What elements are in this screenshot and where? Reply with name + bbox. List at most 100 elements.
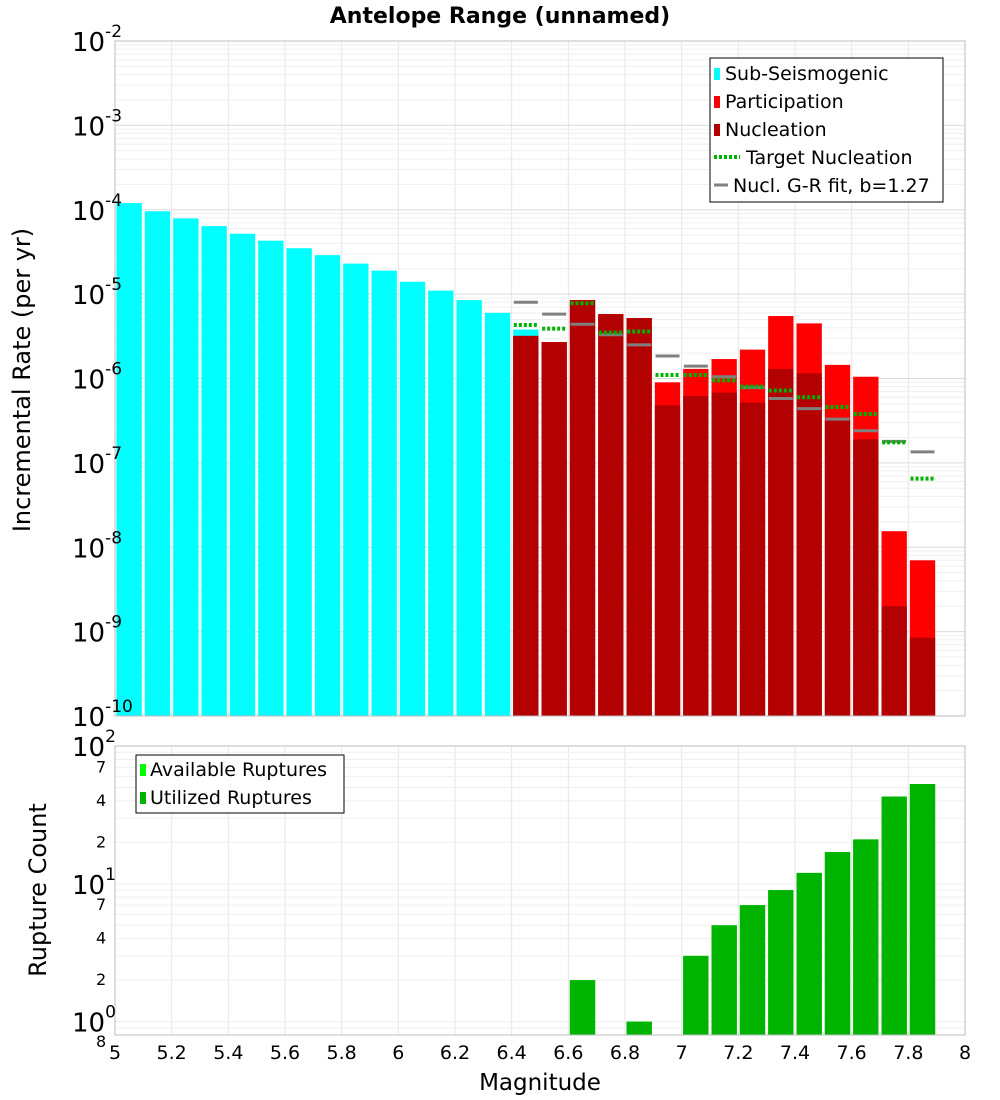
- rate-bar-nucleation: [824, 419, 851, 716]
- count-y-minor-tick-label: 7: [96, 757, 106, 776]
- rate-bar-sub-seismogenic: [144, 211, 171, 717]
- count-y-minor-tick-label: 4: [96, 791, 106, 810]
- rate-bar-nucleation: [569, 300, 596, 716]
- count-y-major-tick-label: 100: [72, 1003, 116, 1039]
- x-tick-label: 6.6: [553, 1042, 583, 1064]
- count-bar-utilized-ruptures: [881, 796, 907, 1035]
- count-bar-utilized-ruptures: [711, 925, 737, 1035]
- x-tick-label: 6.2: [440, 1042, 470, 1064]
- x-tick-label: 6.4: [497, 1042, 527, 1064]
- rate-bar-nucleation: [853, 439, 879, 716]
- rate-legend-box: [709, 57, 944, 203]
- count-bar-utilized-ruptures: [796, 872, 822, 1035]
- x-tick-label: 7.4: [780, 1042, 810, 1064]
- rate-legend: Sub-Seismogenic Participation Nucleation…: [709, 57, 944, 203]
- x-tick-label: 5.6: [270, 1042, 300, 1064]
- legend-swatch-nucleation: [714, 124, 720, 136]
- rate-y-tick-label: 10-3: [72, 106, 122, 142]
- rate-bar-sub-seismogenic: [399, 281, 426, 716]
- rate-y-axis-label: Incremental Rate (per yr): [8, 228, 36, 532]
- x-tick-label: 7.6: [837, 1042, 867, 1064]
- rate-grid: [114, 41, 966, 717]
- rate-bar-sub-seismogenic: [286, 248, 312, 717]
- count-y-minor-tick-label: 8: [96, 1032, 106, 1051]
- rate-bar-sub-seismogenic: [484, 312, 511, 716]
- count-bar-utilized-ruptures: [853, 839, 879, 1035]
- legend-label-target-nucleation: Target Nucleation: [745, 147, 913, 169]
- count-y-major-tick-label: 102: [72, 727, 116, 763]
- x-tick-label: 5.2: [157, 1042, 187, 1064]
- legend-swatch-participation: [714, 96, 720, 108]
- count-bar-utilized-ruptures: [824, 852, 851, 1035]
- count-bar-utilized-ruptures: [569, 980, 596, 1035]
- x-tick-labels: 5 5.2 5.4 5.6 5.8 6 6.2 6.4 6.6 6.8 7 7.2 7.4 7.6 7.8 8: [109, 1042, 971, 1064]
- rate-plot-frame: [114, 40, 966, 717]
- legend-label-nucleation: Nucleation: [725, 119, 827, 141]
- rate-y-tick-label: 10-5: [72, 275, 122, 311]
- rate-bar-sub-seismogenic: [428, 290, 454, 716]
- rate-bar-nucleation: [796, 373, 822, 716]
- legend-swatch-utilized-ruptures: [140, 792, 146, 804]
- rate-y-tick-label: 10-9: [72, 613, 122, 649]
- count-y-minor-tick-label: 2: [96, 970, 106, 989]
- rate-bar-nucleation: [598, 314, 624, 716]
- rate-y-tick-label: 10-4: [72, 191, 122, 227]
- rate-y-tick-label: 10-10: [72, 697, 133, 733]
- rate-bar-sub-seismogenic: [116, 203, 142, 716]
- rate-bar-nucleation: [626, 318, 652, 716]
- legend-label-sub-seismogenic: Sub-Seismogenic: [725, 63, 889, 85]
- x-tick-label: 5: [109, 1042, 121, 1064]
- rate-bar-sub-seismogenic: [173, 218, 199, 717]
- legend-label-participation: Participation: [725, 91, 844, 113]
- rate-bar-sub-seismogenic: [258, 240, 284, 717]
- legend-label-gr-fit: Nucl. G-R fit, b=1.27: [733, 175, 930, 197]
- rate-bar-sub-seismogenic: [371, 270, 397, 716]
- count-legend-box: [135, 754, 345, 814]
- x-axis-label: Magnitude: [479, 1070, 601, 1096]
- chart-title: Antelope Range (unnamed): [330, 4, 670, 29]
- count-legend: Available Ruptures Utilized Ruptures: [135, 754, 345, 814]
- rate-bar-nucleation: [739, 402, 766, 716]
- rate-bar-nucleation: [881, 606, 907, 716]
- count-y-major-tick-label: 101: [72, 865, 116, 901]
- x-tick-label: 7: [676, 1042, 688, 1064]
- count-y-minor-tick-label: 2: [96, 832, 106, 851]
- rate-bar-sub-seismogenic: [456, 300, 482, 716]
- rate-bar-nucleation: [683, 396, 709, 716]
- rate-panel: 10-10 10-9 10-8 10-7 10-6 10-5 10-4 10-3 10-2 In…: [8, 22, 966, 733]
- count-plot-frame: [114, 745, 966, 1036]
- legend-label-available-ruptures: Available Ruptures: [150, 759, 327, 781]
- count-y-tick-labels: 100 101 102 8 2 4 7 2 4 7: [72, 727, 116, 1051]
- rate-bar-nucleation: [513, 335, 539, 716]
- rate-bar-sub-seismogenic: [229, 233, 256, 716]
- rate-bar-sub-seismogenic: [201, 226, 227, 716]
- rate-bar-nucleation: [711, 392, 737, 716]
- count-y-minor-tick-label: 4: [96, 929, 106, 948]
- rate-y-tick-label: 10-7: [72, 444, 122, 480]
- x-tick-label: 6.8: [610, 1042, 640, 1064]
- rate-y-tick-label: 10-8: [72, 528, 122, 564]
- x-tick-label: 8: [959, 1042, 971, 1064]
- rate-bar-nucleation: [909, 637, 936, 716]
- rate-bar-nucleation: [654, 405, 681, 716]
- x-tick-label: 6: [392, 1042, 404, 1064]
- legend-swatch-sub-seismogenic: [714, 68, 720, 80]
- rate-y-tick-labels: 10-10 10-9 10-8 10-7 10-6 10-5 10-4 10-3 10-2: [72, 22, 133, 733]
- rate-y-tick-label: 10-2: [72, 22, 122, 58]
- legend-swatch-available-ruptures: [140, 764, 146, 776]
- count-bar-utilized-ruptures: [739, 905, 766, 1035]
- count-bar-utilized-ruptures: [768, 890, 794, 1035]
- x-tick-label: 5.8: [327, 1042, 357, 1064]
- rate-bar-sub-seismogenic: [343, 263, 369, 716]
- rate-bar-sub-seismogenic: [314, 255, 341, 716]
- x-tick-label: 5.4: [213, 1042, 243, 1064]
- count-y-minor-tick-label: 7: [96, 895, 106, 914]
- count-bar-utilized-ruptures: [909, 784, 936, 1035]
- count-panel: 100 101 102 8 2 4 7 2 4 7 5 5.2 5.4 5.6 5.8 6 6.2 6.4 6.6…: [24, 727, 971, 1096]
- rate-target-lines: [513, 300, 935, 481]
- x-tick-label: 7.8: [893, 1042, 923, 1064]
- rate-bar-nucleation: [768, 368, 794, 716]
- count-bars: [569, 784, 936, 1035]
- legend-label-utilized-ruptures: Utilized Ruptures: [150, 787, 312, 809]
